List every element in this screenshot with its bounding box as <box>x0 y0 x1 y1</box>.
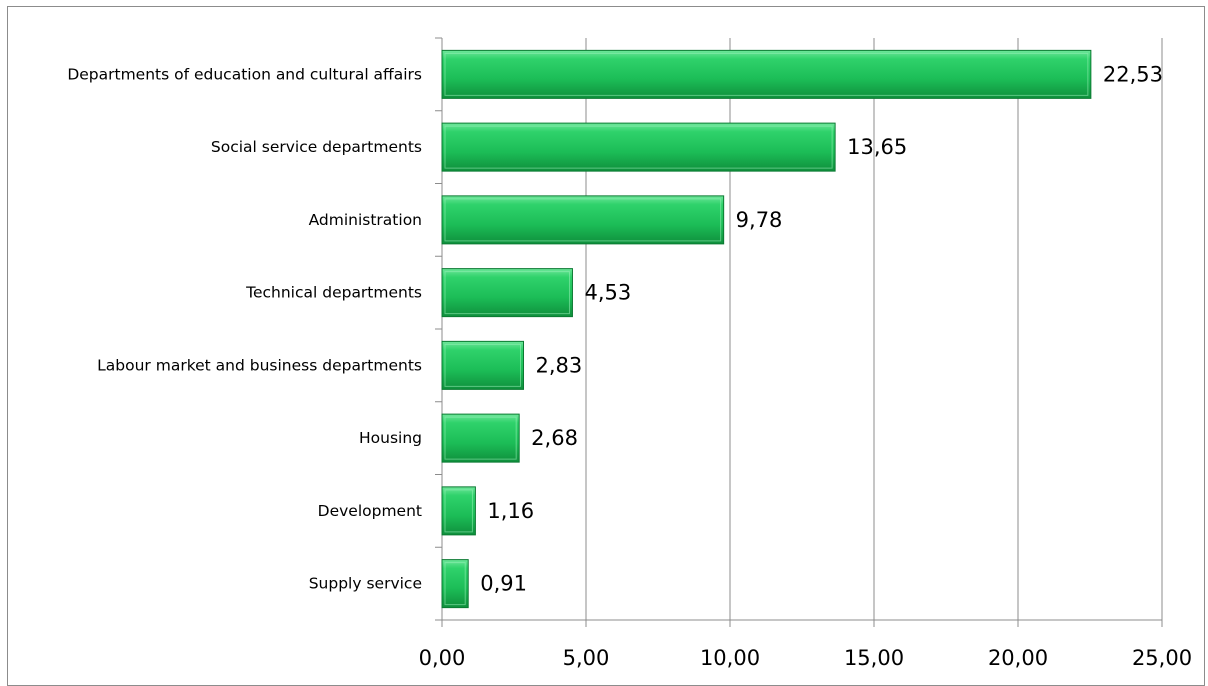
category-label: Labour market and business departments <box>97 356 422 374</box>
bar <box>441 486 476 536</box>
data-label: 13,65 <box>847 135 907 159</box>
data-label: 0,91 <box>480 572 527 596</box>
bar-group <box>441 413 520 463</box>
category-label: Housing <box>359 429 422 447</box>
bar <box>441 195 725 245</box>
data-label: 4,53 <box>584 281 631 305</box>
bar-bevel <box>444 489 473 533</box>
bars <box>441 49 1092 609</box>
bar <box>441 268 573 318</box>
bar <box>441 49 1092 99</box>
bar-group <box>441 49 1092 99</box>
bar <box>441 413 520 463</box>
bar-bevel <box>444 343 522 387</box>
bar-group <box>441 122 836 172</box>
category-label: Technical departments <box>245 284 422 302</box>
bar-bevel <box>444 198 722 242</box>
bar-group <box>441 195 725 245</box>
labels: 0,00 5,00 10,00 15,00 20,00 25,00 Departments … <box>67 62 1192 670</box>
category-label: Development <box>318 502 422 520</box>
x-tick-label: 25,00 <box>1132 646 1192 670</box>
x-tick-label: 0,00 <box>419 646 466 670</box>
category-label: Departments of education and cultural af… <box>67 65 422 83</box>
category-label: Supply service <box>309 575 422 593</box>
bar-bevel <box>444 416 517 460</box>
bar-group <box>441 268 573 318</box>
bar <box>441 559 469 609</box>
bar <box>441 122 836 172</box>
x-tick-label: 10,00 <box>700 646 760 670</box>
data-label: 2,83 <box>536 353 583 377</box>
category-label: Administration <box>309 211 422 229</box>
x-tick-label: 20,00 <box>988 646 1048 670</box>
bar <box>441 340 525 390</box>
data-label: 1,16 <box>487 499 534 523</box>
bar-group <box>441 340 525 390</box>
data-label: 9,78 <box>736 208 783 232</box>
bar-bevel <box>444 125 833 169</box>
data-label: 2,68 <box>531 426 578 450</box>
category-label: Social service departments <box>211 138 422 156</box>
bar-group <box>441 486 476 536</box>
bar-bevel <box>444 271 570 315</box>
bar-bevel <box>444 52 1089 96</box>
chart-frame <box>7 6 1205 686</box>
bar-group <box>441 559 469 609</box>
data-label: 22,53 <box>1103 62 1163 86</box>
x-tick-label: 5,00 <box>563 646 610 670</box>
x-tick-label: 15,00 <box>844 646 904 670</box>
bar-bevel <box>444 562 466 606</box>
